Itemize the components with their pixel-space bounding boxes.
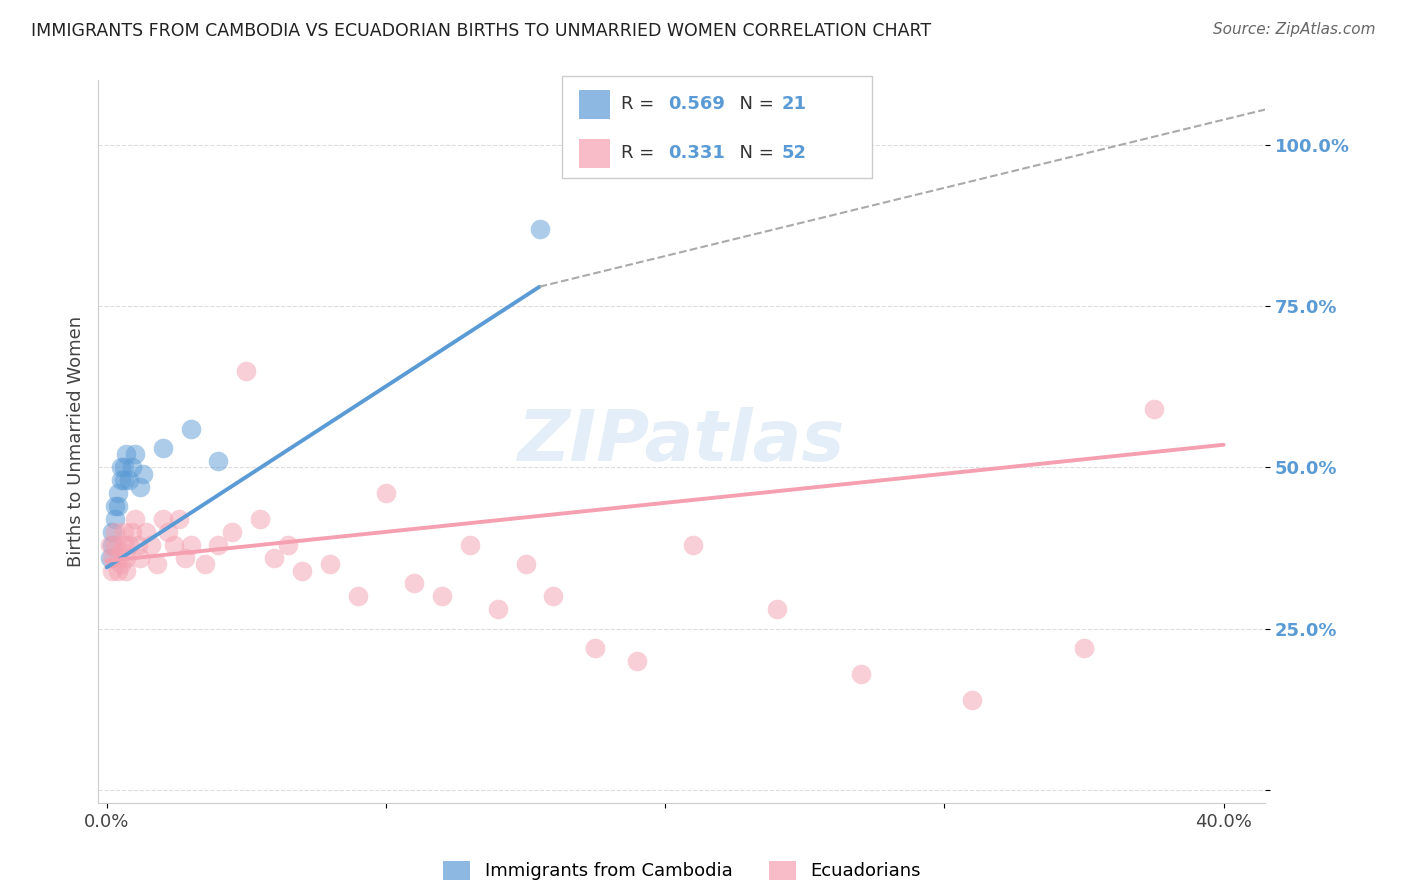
Text: N =: N =	[728, 95, 780, 113]
Point	[583, 640, 606, 655]
Point	[207, 538, 229, 552]
Point	[129, 480, 152, 494]
Point	[98, 550, 121, 565]
Point	[112, 460, 135, 475]
Text: R =: R =	[621, 145, 661, 162]
Point	[110, 460, 132, 475]
Point	[110, 544, 132, 558]
Point	[169, 512, 191, 526]
Point	[207, 454, 229, 468]
Point	[124, 512, 146, 526]
Point	[174, 550, 197, 565]
Text: Source: ZipAtlas.com: Source: ZipAtlas.com	[1212, 22, 1375, 37]
Point	[112, 524, 135, 539]
Point	[110, 473, 132, 487]
Legend: Immigrants from Cambodia, Ecuadorians: Immigrants from Cambodia, Ecuadorians	[436, 854, 928, 888]
Point	[118, 473, 141, 487]
Point	[146, 557, 169, 571]
Point	[235, 363, 257, 377]
Point	[402, 576, 425, 591]
Point	[141, 538, 163, 552]
Point	[682, 538, 704, 552]
Point	[458, 538, 481, 552]
Point	[263, 550, 285, 565]
Text: 0.569: 0.569	[668, 95, 724, 113]
Point	[112, 538, 135, 552]
Point	[107, 486, 129, 500]
Point	[157, 524, 180, 539]
Point	[107, 550, 129, 565]
Point	[221, 524, 243, 539]
Point	[112, 473, 135, 487]
Point	[347, 590, 370, 604]
Point	[1143, 402, 1166, 417]
Point	[193, 557, 215, 571]
Point	[249, 512, 271, 526]
Point	[626, 654, 648, 668]
Point	[152, 441, 174, 455]
Point	[104, 538, 127, 552]
Point	[135, 524, 157, 539]
Point	[121, 460, 143, 475]
Point	[180, 538, 202, 552]
Point	[127, 538, 149, 552]
Point	[115, 564, 138, 578]
Point	[291, 564, 314, 578]
Point	[430, 590, 453, 604]
Point	[375, 486, 398, 500]
Point	[98, 538, 121, 552]
Point	[163, 538, 186, 552]
Point	[107, 499, 129, 513]
Text: 21: 21	[782, 95, 807, 113]
Point	[152, 512, 174, 526]
Point	[529, 221, 551, 235]
Y-axis label: Births to Unmarried Women: Births to Unmarried Women	[66, 316, 84, 567]
Point	[486, 602, 509, 616]
Point	[101, 564, 124, 578]
Point	[962, 692, 984, 706]
Point	[129, 550, 152, 565]
Point	[110, 557, 132, 571]
Point	[849, 666, 872, 681]
Point	[101, 524, 124, 539]
Point	[104, 524, 127, 539]
Point	[277, 538, 299, 552]
Text: ZIPatlas: ZIPatlas	[519, 407, 845, 476]
Point	[104, 499, 127, 513]
Text: R =: R =	[621, 95, 661, 113]
Point	[115, 447, 138, 461]
Point	[104, 512, 127, 526]
Text: 52: 52	[782, 145, 807, 162]
Point	[319, 557, 342, 571]
Point	[107, 564, 129, 578]
Point	[115, 550, 138, 565]
Text: IMMIGRANTS FROM CAMBODIA VS ECUADORIAN BIRTHS TO UNMARRIED WOMEN CORRELATION CHA: IMMIGRANTS FROM CAMBODIA VS ECUADORIAN B…	[31, 22, 931, 40]
Point	[121, 524, 143, 539]
Point	[118, 538, 141, 552]
Point	[766, 602, 789, 616]
Point	[515, 557, 537, 571]
Point	[124, 447, 146, 461]
Point	[543, 590, 565, 604]
Text: N =: N =	[728, 145, 780, 162]
Point	[1073, 640, 1095, 655]
Point	[101, 550, 124, 565]
Point	[132, 467, 155, 481]
Point	[180, 422, 202, 436]
Text: 0.331: 0.331	[668, 145, 724, 162]
Point	[101, 538, 124, 552]
